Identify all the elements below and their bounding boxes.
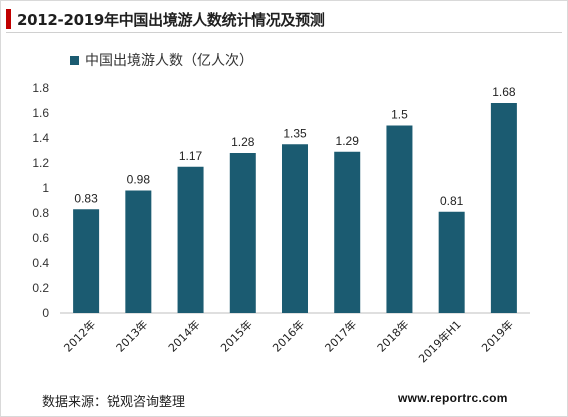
title-accent-bar — [6, 9, 11, 29]
bar-value-label: 1.5 — [391, 108, 408, 122]
y-tick-label: 0.2 — [32, 281, 49, 295]
x-tick-label: 2019年 — [479, 317, 516, 354]
legend-swatch — [70, 55, 79, 65]
x-tick-label: 2019年H1 — [416, 317, 464, 365]
bar-value-label: 1.29 — [336, 134, 360, 148]
y-tick-label: 1.4 — [32, 131, 49, 145]
y-tick-label: 1.8 — [32, 81, 49, 95]
bar-value-label: 1.17 — [179, 149, 203, 163]
bar-value-label: 0.98 — [127, 173, 151, 187]
y-tick-label: 0.4 — [32, 256, 49, 270]
x-tick-label: 2013年 — [113, 317, 150, 354]
chart-title: 2012-2019年中国出境游人数统计情况及预测 — [17, 10, 325, 29]
bar — [386, 125, 413, 313]
title-bar: 2012-2019年中国出境游人数统计情况及预测 — [6, 8, 325, 30]
x-tick-label: 2012年 — [61, 317, 98, 354]
x-tick-label: 2018年 — [374, 317, 411, 354]
bar — [73, 209, 100, 313]
y-tick-label: 0.6 — [32, 231, 49, 245]
bar — [334, 151, 361, 313]
bar — [490, 103, 517, 313]
bar-value-label: 0.81 — [440, 194, 464, 208]
y-tick-label: 1.6 — [32, 106, 49, 120]
bar — [177, 166, 204, 313]
bar — [282, 144, 308, 313]
y-tick-label: 0 — [42, 306, 49, 320]
y-tick-label: 0.8 — [32, 206, 49, 220]
legend: 中国出境游人数（亿人次） — [70, 50, 253, 70]
y-tick-label: 1.2 — [32, 156, 49, 170]
bar-value-label: 1.35 — [283, 126, 307, 140]
title-divider — [6, 32, 562, 33]
x-tick-label: 2014年 — [165, 317, 202, 354]
bar — [229, 153, 256, 313]
bar — [438, 211, 465, 313]
bar — [125, 190, 152, 313]
x-tick-label: 2017年 — [322, 317, 359, 354]
legend-label: 中国出境游人数（亿人次） — [85, 53, 253, 69]
x-tick-label: 2015年 — [217, 317, 254, 354]
data-source: 数据来源：锐观咨询整理 — [42, 395, 186, 410]
bar-value-label: 0.83 — [74, 191, 98, 205]
y-tick-label: 1 — [42, 181, 49, 195]
bar-value-label: 1.28 — [231, 135, 255, 149]
x-tick-label: 2016年 — [270, 317, 307, 354]
bar-value-label: 1.68 — [492, 85, 516, 99]
website-url: www.reportrc.com — [398, 391, 508, 405]
